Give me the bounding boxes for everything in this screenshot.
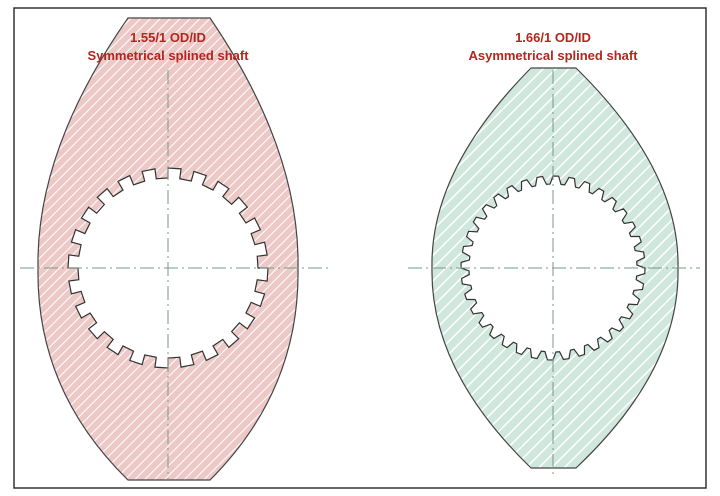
panel-title: 1.66/1 OD/ID <box>515 30 591 45</box>
panel-subtitle: Symmetrical splined shaft <box>87 48 249 63</box>
panel-subtitle: Asymmetrical splined shaft <box>468 48 638 63</box>
panel-title: 1.55/1 OD/ID <box>130 30 206 45</box>
